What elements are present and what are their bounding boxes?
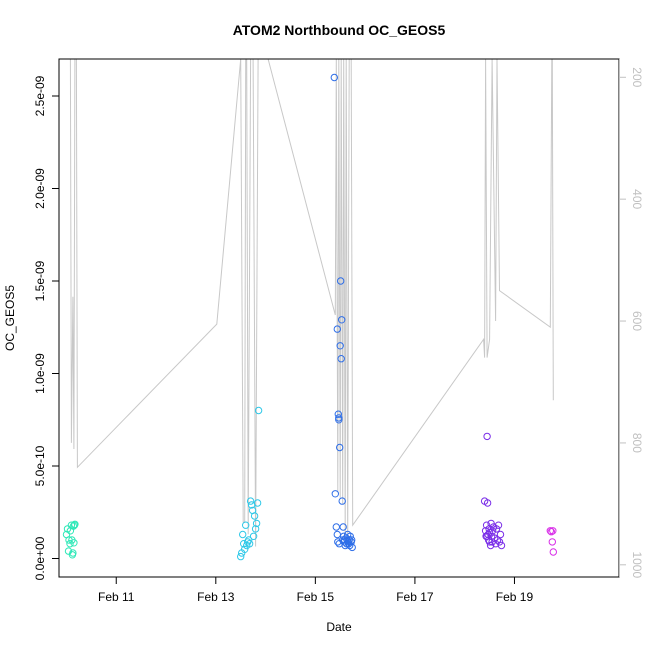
data-point [496,530,505,539]
series-1 [62,520,79,559]
data-point [239,530,247,539]
data-point [331,490,339,498]
data-point [338,497,346,505]
y2-tick-label: 1000 [630,551,644,578]
data-point [337,355,345,363]
data-point [546,527,554,535]
data-point [337,277,345,285]
x-axis-label: Date [326,620,352,634]
x-tick-label: Feb 15 [297,590,335,604]
data-point [482,521,491,529]
x-tick-label: Feb 19 [496,590,534,604]
data-point [481,527,490,535]
data-point [547,528,555,536]
y-tick-label: 1.5e-09 [33,260,47,301]
data-point [497,541,506,550]
series-3 [330,73,356,552]
data-point [346,532,354,540]
data-point [348,536,356,544]
data-point [484,530,492,539]
x-tick-label: Feb 17 [396,590,434,604]
data-point [71,520,79,528]
data-point [492,525,501,533]
y-tick-label: 2.5e-09 [33,75,47,116]
series-2 [237,406,263,561]
data-point [330,73,338,82]
data-point [483,432,491,441]
data-point [339,523,347,531]
data-point [245,540,254,548]
data-point [485,538,494,546]
data-point [64,547,73,555]
data-point [495,538,504,546]
data-point [333,325,341,333]
data-point [336,443,344,452]
data-point [241,545,249,553]
data-point [336,342,344,350]
data-point [245,536,253,544]
data-point [341,536,349,544]
y2-tick-label: 600 [630,311,644,331]
data-point [69,522,78,530]
x-axis: Feb 11 Feb 13 Feb 15 Feb 17 Feb 19 [98,577,533,604]
data-point [548,538,556,546]
data-point [332,523,340,531]
y-tick-label: 0.0e+00 [33,536,47,580]
series-5 [546,527,557,556]
data-point [549,527,557,535]
x-tick-label: Feb 11 [98,590,135,604]
data-point [242,521,250,529]
data-point [338,316,346,324]
data-point [494,521,503,529]
data-point [246,497,255,505]
y-tick-label: 1.0e-09 [33,353,47,394]
data-point [334,410,342,418]
scatter-points-layer [62,73,557,561]
data-point [254,406,263,415]
y2-tick-label: 800 [630,433,644,453]
series-4 [480,432,506,550]
data-point [348,543,356,552]
data-point [549,548,557,556]
data-point [249,532,258,540]
y-axis-label: OC_GEOS5 [3,285,17,351]
y2-tick-label: 200 [630,67,644,87]
data-point [69,549,77,557]
data-point [66,540,74,548]
data-point [335,414,343,422]
y-tick-label: 2.0e-09 [33,168,47,209]
data-point [483,499,492,507]
y-tick-label: 5.0e-10 [33,445,47,486]
y-axis: 0.0e+00 5.0e-10 1.0e-09 1.5e-09 2.0e-09 2.5e-… [33,75,59,580]
y2-axis: 200 400 600 800 1000 [619,59,644,578]
data-point [251,525,260,533]
data-point [493,536,502,544]
data-point [252,519,261,528]
y2-tick-label: 400 [630,189,644,209]
data-point [250,512,259,520]
data-point [486,541,495,550]
chart-title: ATOM2 Northbound OC_GEOS5 [233,22,446,38]
data-point [70,539,78,547]
data-point [237,552,245,561]
data-point [253,499,262,507]
data-point [335,416,343,424]
data-point [488,527,497,535]
x-tick-label: Feb 13 [197,590,235,604]
data-point [345,536,353,544]
